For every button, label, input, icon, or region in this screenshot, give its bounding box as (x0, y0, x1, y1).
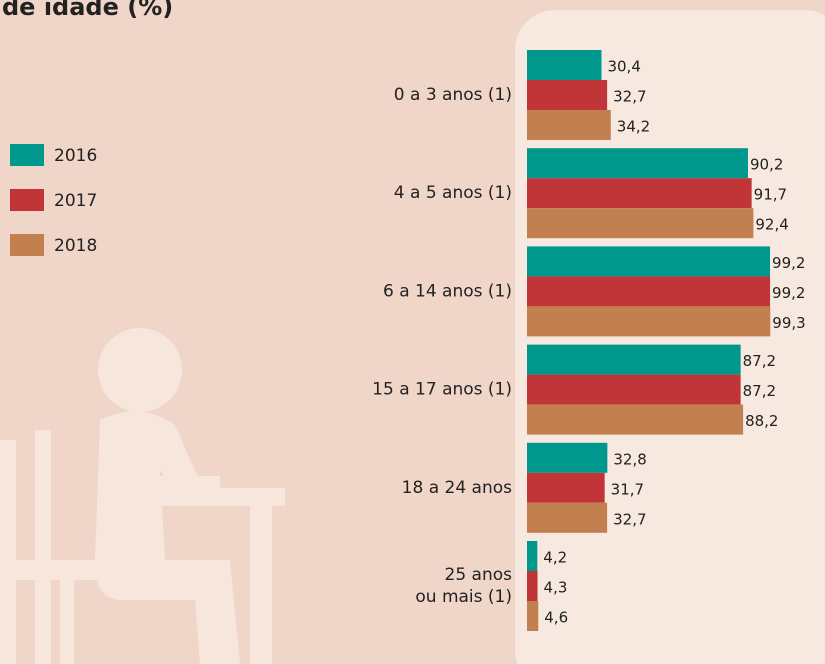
category-label: 0 a 3 anos (1) (394, 85, 512, 105)
value-label: 87,2 (743, 382, 776, 400)
value-label: 99,2 (772, 284, 805, 302)
bar (527, 374, 741, 405)
value-label: 32,7 (613, 88, 646, 106)
value-label: 32,8 (613, 450, 646, 468)
category-label: 25 anos ou mais (1) (415, 565, 512, 607)
bar (527, 571, 538, 601)
value-label: 34,2 (617, 118, 650, 136)
legend-swatch (10, 189, 44, 211)
bar (527, 601, 539, 631)
legend-label: 2018 (54, 236, 97, 256)
bar (527, 148, 748, 179)
bar (527, 442, 608, 473)
bar (527, 306, 771, 337)
value-label: 92,4 (755, 216, 788, 234)
legend-label: 2017 (54, 191, 97, 211)
bar (527, 404, 744, 435)
legend-swatch (10, 234, 44, 256)
value-label: 31,7 (611, 480, 644, 498)
bar (527, 502, 608, 533)
value-label: 99,2 (772, 254, 805, 272)
value-label: 32,7 (613, 510, 646, 528)
student-illustration (0, 328, 285, 664)
bar (527, 208, 754, 239)
chart-title: de idade (%) (2, 0, 173, 21)
bar (527, 80, 608, 110)
value-label: 87,2 (743, 352, 776, 370)
bar (527, 50, 602, 80)
value-label: 99,3 (772, 314, 805, 332)
bar (527, 246, 771, 277)
value-label: 4,3 (544, 579, 568, 597)
bar (527, 472, 605, 503)
legend-swatch (10, 144, 44, 166)
value-label: 4,6 (544, 609, 568, 627)
legend-label: 2016 (54, 146, 97, 166)
value-label: 91,7 (754, 186, 787, 204)
bar (527, 178, 752, 209)
bar (527, 344, 741, 375)
value-label: 90,2 (750, 156, 783, 174)
category-label: 4 a 5 anos (1) (394, 183, 512, 203)
bar (527, 541, 538, 571)
value-label: 4,2 (543, 549, 567, 567)
category-label: 15 a 17 anos (1) (372, 380, 512, 400)
value-label: 88,2 (745, 412, 778, 430)
bar (527, 276, 771, 307)
category-label: 18 a 24 anos (402, 478, 512, 498)
category-label: 6 a 14 anos (1) (383, 281, 512, 301)
bar (527, 110, 611, 140)
value-label: 30,4 (607, 58, 640, 76)
